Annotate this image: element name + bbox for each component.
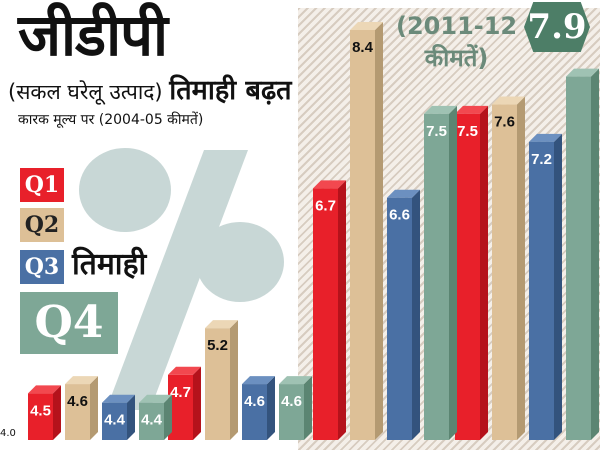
- bar-top: [455, 105, 488, 114]
- data-label: 4.6: [67, 393, 88, 410]
- bar-top: [387, 189, 420, 198]
- bar-side: [375, 22, 383, 440]
- bar-front: [242, 384, 267, 440]
- bar-side: [90, 376, 98, 440]
- bar-q2-group-3: 8.4: [350, 22, 383, 440]
- bar-front: [313, 188, 338, 440]
- bar-front: [350, 30, 375, 440]
- price-note-line2: कीमतें): [424, 44, 489, 72]
- bar-top: [350, 22, 383, 30]
- bar-side: [449, 105, 457, 440]
- subtitle-prefix: (सकल घरेलू उत्पाद): [8, 80, 163, 104]
- price-note: (2011-12 कीमतें): [396, 10, 517, 74]
- bar-top: [168, 366, 201, 375]
- bar-top: [492, 96, 525, 105]
- bar-top: [529, 133, 562, 142]
- bar-q4-group-1: 4.4: [139, 394, 172, 440]
- bar-front: [168, 374, 193, 440]
- bar-side: [230, 320, 238, 440]
- bar-top: [205, 320, 238, 329]
- data-label: 4.4: [104, 412, 126, 429]
- bar-side: [53, 385, 61, 440]
- bar-front: [455, 113, 480, 440]
- bar-q3-group-2: 4.6: [242, 376, 275, 440]
- legend-q4: Q4: [20, 292, 118, 354]
- price-note-line1: (2011-12: [396, 12, 518, 40]
- bar-front: [566, 76, 591, 440]
- bar-q1-group-3: 6.7: [313, 180, 346, 440]
- bar-top: [566, 68, 599, 77]
- bar-side: [267, 376, 275, 440]
- bar-q1-group-1: 4.5: [28, 385, 61, 440]
- bar-side: [304, 376, 312, 440]
- bar-side: [338, 180, 346, 440]
- bar-top: [313, 180, 346, 189]
- data-label: 4.5: [30, 402, 51, 419]
- bar-top: [28, 385, 61, 394]
- legend-q1: Q1: [20, 168, 64, 202]
- data-label: 8.4: [352, 39, 374, 56]
- data-label: 4.7: [170, 384, 191, 401]
- page-title: जीडीपी: [18, 1, 168, 69]
- data-label: 4.6: [244, 393, 265, 410]
- bar-top: [102, 394, 135, 403]
- bar-side: [480, 105, 488, 440]
- bar-front: [424, 113, 449, 440]
- bar-top: [424, 105, 457, 114]
- bar-q1-group-2: 4.7: [168, 366, 201, 440]
- data-label: 5.2: [207, 337, 228, 354]
- legend-q3: Q3: [20, 250, 64, 284]
- data-label: 6.6: [389, 207, 410, 224]
- bar-front: [279, 384, 304, 440]
- bar-top: [139, 394, 172, 403]
- highlight-badge: 7.9: [524, 2, 590, 52]
- bar-side: [164, 394, 172, 440]
- data-label: 7.5: [426, 123, 447, 140]
- bar-front: [139, 402, 164, 440]
- bar-side: [193, 366, 201, 440]
- bar-top: [279, 376, 312, 385]
- subtitle-main: तिमाही बढ़त: [169, 75, 292, 106]
- bar-side: [517, 96, 525, 440]
- bar-side: [412, 189, 420, 440]
- bar-side: [591, 68, 599, 440]
- bar-q2-group-2: 5.2: [205, 320, 238, 440]
- bar-side: [554, 133, 562, 440]
- bar-front: [205, 328, 230, 440]
- bar-q4-group-3: 7.5: [424, 105, 457, 440]
- bar-q3-group-4: 7.2: [529, 133, 562, 440]
- bar-top: [242, 376, 275, 385]
- bar-front: [529, 141, 554, 440]
- bar-q1-group-4: 7.5: [455, 105, 488, 440]
- base-year-note: कारक मूल्य पर (2004-05 कीमतें): [18, 112, 204, 128]
- bar-front: [387, 197, 412, 440]
- bar-q3-group-3: 6.6: [387, 189, 420, 440]
- bar-side: [127, 394, 135, 440]
- data-label: 7.6: [494, 114, 515, 131]
- bar-top: [65, 376, 98, 385]
- bar-front: [65, 384, 90, 440]
- bar-q2-group-1: 4.6: [65, 376, 98, 440]
- data-label: 6.7: [315, 197, 336, 214]
- bar-front: [102, 402, 127, 440]
- legend-q2: Q2: [20, 208, 64, 242]
- bar-front: [28, 393, 53, 440]
- legend-quarter-label: तिमाही: [72, 247, 147, 282]
- subtitle: (सकल घरेलू उत्पाद) तिमाही बढ़त: [8, 70, 292, 107]
- data-label: 7.5: [457, 123, 478, 140]
- bar-q2-group-4: 7.6: [492, 96, 525, 440]
- data-label: 4.6: [281, 393, 302, 410]
- y-axis-min-label: 4.0: [0, 428, 16, 439]
- data-label: 4.4: [141, 412, 163, 429]
- bar-front: [492, 104, 517, 440]
- bar-q4-group-4: [566, 68, 599, 440]
- bar-q3-group-1: 4.4: [102, 394, 135, 440]
- bar-q4-group-2: 4.6: [279, 376, 312, 440]
- data-label: 7.2: [531, 151, 552, 168]
